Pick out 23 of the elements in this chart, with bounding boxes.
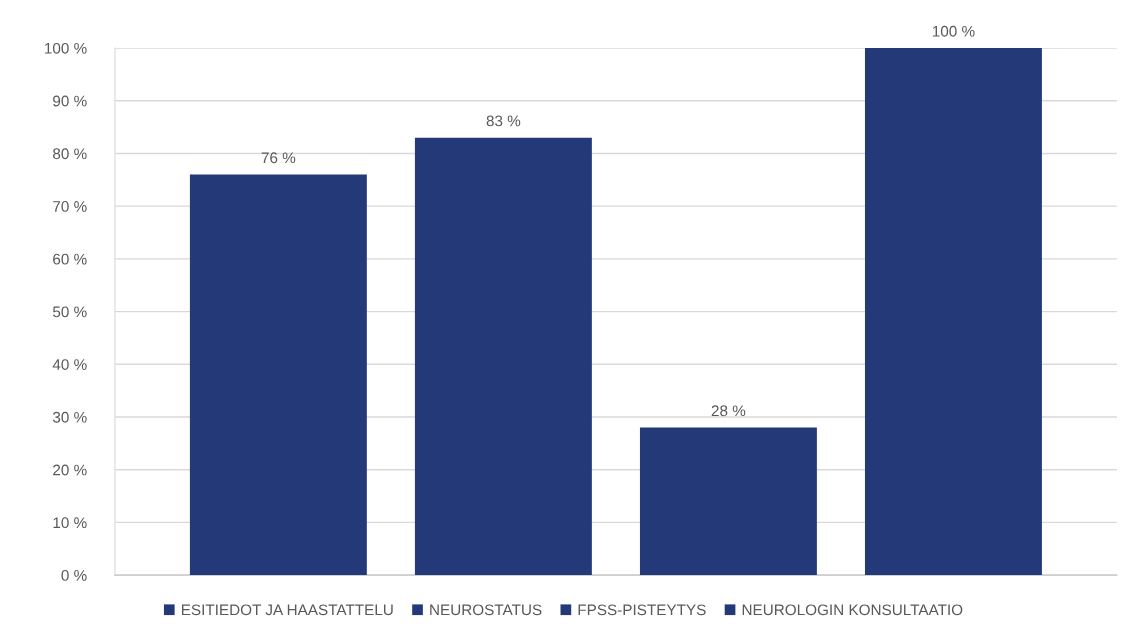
legend-label: NEUROSTATUS — [430, 604, 542, 616]
y-tick-label: 70 % — [53, 201, 87, 212]
y-tick-label: 90 % — [53, 95, 87, 107]
y-tick-label: 80 % — [53, 148, 87, 160]
y-tick-label: 10 % — [53, 517, 87, 529]
y-tick-label: 60 % — [53, 253, 87, 265]
y-tick-label: 50 % — [52, 306, 87, 318]
legend-label: ESITIEDOT JA HAASTATTELU — [181, 604, 393, 616]
data-label: 83 % — [486, 115, 521, 127]
legend-label: NEUROLOGIN KONSULTAATIO — [742, 604, 963, 616]
bar — [414, 137, 592, 576]
y-tick-label: 100 % — [45, 42, 87, 54]
legend-label: FPSS-PISTEYTYS — [578, 604, 706, 616]
bar — [189, 174, 367, 576]
data-label: 100 % — [932, 25, 975, 37]
y-tick-label: 20 % — [53, 464, 87, 476]
bar — [639, 427, 817, 576]
data-label: 76 % — [261, 152, 296, 164]
bar — [864, 48, 1042, 576]
y-tick-label: 0 % — [61, 569, 87, 581]
y-tick-label: 40 % — [52, 359, 87, 370]
y-tick-label: 30 % — [52, 411, 87, 423]
data-label: 28 % — [711, 405, 746, 417]
